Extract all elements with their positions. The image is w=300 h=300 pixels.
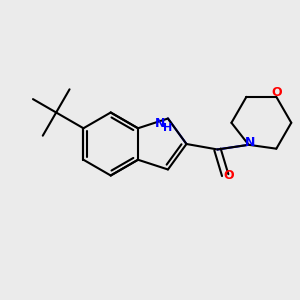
Text: O: O xyxy=(224,169,234,182)
Text: N: N xyxy=(245,136,255,149)
Text: O: O xyxy=(271,86,282,99)
Text: N: N xyxy=(155,116,166,130)
Text: H: H xyxy=(163,123,172,134)
